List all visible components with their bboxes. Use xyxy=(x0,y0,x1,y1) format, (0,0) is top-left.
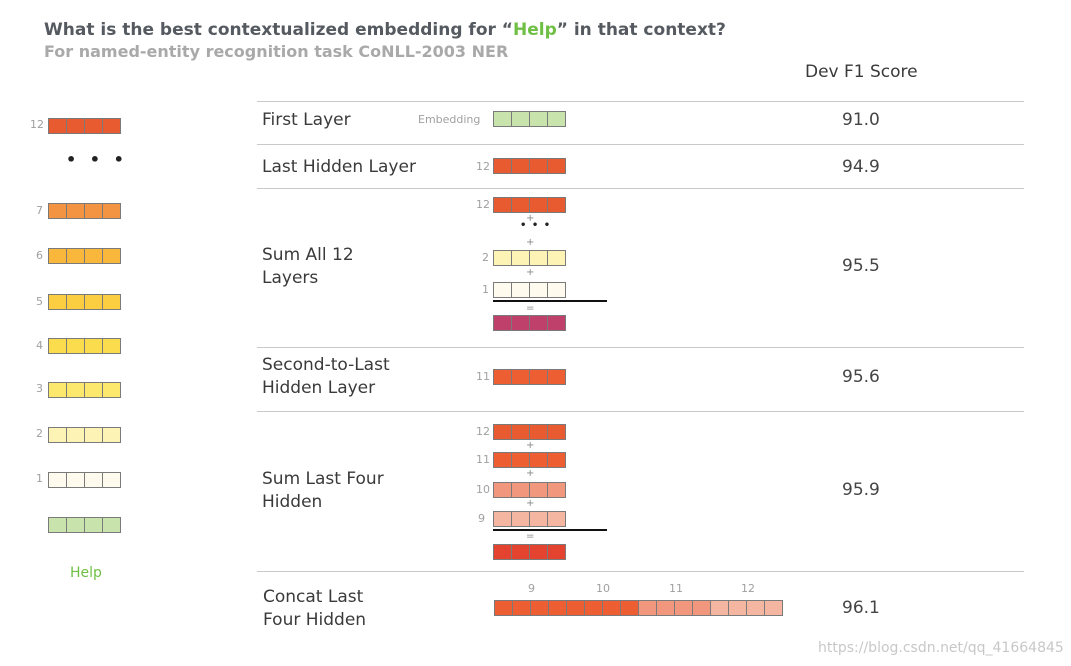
row-label: Concat Last Four Hidden xyxy=(263,586,366,632)
vector-layer-11 xyxy=(493,452,566,468)
vector-layer-12 xyxy=(493,424,566,440)
vector-sum-four xyxy=(493,544,566,560)
table-divider xyxy=(257,411,1024,412)
score: 95.5 xyxy=(842,256,880,276)
title-keyword: Help xyxy=(512,20,557,40)
row-label-line1: Second-to-Last xyxy=(262,355,390,375)
vector-embedding xyxy=(493,111,566,127)
score: 96.1 xyxy=(842,598,880,618)
sum-rule xyxy=(493,300,607,302)
score: 95.6 xyxy=(842,367,880,387)
table-divider xyxy=(257,101,1024,102)
plus-sign: + xyxy=(526,237,535,248)
left-ellipsis: • • • xyxy=(66,150,128,169)
plus-sign: + xyxy=(526,468,535,479)
left-vector-7 xyxy=(48,203,121,219)
equals-sign: = xyxy=(526,531,535,542)
left-label-12: 12 xyxy=(30,118,44,131)
left-label-4: 4 xyxy=(36,339,43,352)
concat-label-11: 11 xyxy=(669,582,683,595)
column-header-dev-f1: Dev F1 Score xyxy=(805,62,918,82)
vector-layer-2 xyxy=(493,250,566,266)
table-divider xyxy=(257,144,1024,145)
vector-label: 9 xyxy=(478,512,485,525)
ellipsis: • • • xyxy=(520,220,552,231)
title-suffix: ” in that context? xyxy=(556,20,726,40)
row-label: Last Hidden Layer xyxy=(262,157,416,177)
vector-label: 12 xyxy=(476,160,490,173)
row-label: Sum All 12 Layers xyxy=(262,244,354,290)
table-divider xyxy=(257,347,1024,348)
watermark: https://blog.csdn.net/qq_41664845 xyxy=(818,640,1064,656)
plus-sign: + xyxy=(526,267,535,278)
vector-layer-12 xyxy=(493,197,566,213)
left-label-1: 1 xyxy=(36,472,43,485)
concat-label-12: 12 xyxy=(741,582,755,595)
vector-label: 12 xyxy=(476,198,490,211)
left-vector-12 xyxy=(48,118,121,134)
left-vector-5 xyxy=(48,294,121,310)
vector-layer-10 xyxy=(493,482,566,498)
plus-sign: + xyxy=(526,498,535,509)
left-label-3: 3 xyxy=(36,382,43,395)
vector-label: 1 xyxy=(482,283,489,296)
plus-sign: + xyxy=(526,213,535,224)
sum-rule xyxy=(493,529,607,531)
left-vector-4 xyxy=(48,338,121,354)
vector-layer-1 xyxy=(493,282,566,298)
score: 91.0 xyxy=(842,110,880,130)
vector-layer-12 xyxy=(493,158,566,174)
plus-sign: + xyxy=(526,440,535,451)
concat-label-9: 9 xyxy=(528,582,535,595)
concat-label-10: 10 xyxy=(596,582,610,595)
left-vector-3 xyxy=(48,382,121,398)
row-label: Second-to-Last Hidden Layer xyxy=(262,354,390,400)
row-label-line1: Sum All 12 xyxy=(262,245,354,265)
table-divider xyxy=(257,571,1024,572)
page-title: What is the best contextualized embeddin… xyxy=(44,20,726,40)
vector-label: 12 xyxy=(476,425,490,438)
vector-label: 11 xyxy=(476,453,490,466)
vector-concat xyxy=(494,600,783,616)
left-vector-embedding xyxy=(48,517,121,533)
vector-layer-9 xyxy=(493,511,566,527)
row-label: Sum Last Four Hidden xyxy=(262,468,384,514)
row-label-line2: Four Hidden xyxy=(263,610,367,630)
vector-label: 10 xyxy=(476,483,490,496)
left-vector-1 xyxy=(48,472,121,488)
left-vector-2 xyxy=(48,427,121,443)
vector-layer-11 xyxy=(493,369,566,385)
left-label-6: 6 xyxy=(36,249,43,262)
row-label-line1: Sum Last Four xyxy=(262,469,384,489)
row-label-line2: Hidden Layer xyxy=(262,378,376,398)
title-prefix: What is the best contextualized embeddin… xyxy=(44,20,513,40)
left-label-7: 7 xyxy=(36,204,43,217)
left-label-5: 5 xyxy=(36,295,43,308)
score: 95.9 xyxy=(842,480,880,500)
left-vector-6 xyxy=(48,248,121,264)
vector-label: 2 xyxy=(482,251,489,264)
equals-sign: = xyxy=(526,303,535,314)
row-label-line2: Hidden xyxy=(262,492,323,512)
page-subtitle: For named-entity recognition task CoNLL-… xyxy=(44,42,509,61)
table-divider xyxy=(257,188,1024,189)
row-label-line2: Layers xyxy=(262,268,319,288)
row-label: First Layer xyxy=(262,110,351,130)
input-word-help: Help xyxy=(70,565,102,581)
left-label-2: 2 xyxy=(36,427,43,440)
score: 94.9 xyxy=(842,157,880,177)
row-label-line1: Concat Last xyxy=(263,587,364,607)
vector-label: Embedding xyxy=(418,113,481,126)
vector-sum-all xyxy=(493,315,566,331)
vector-label: 11 xyxy=(476,370,490,383)
